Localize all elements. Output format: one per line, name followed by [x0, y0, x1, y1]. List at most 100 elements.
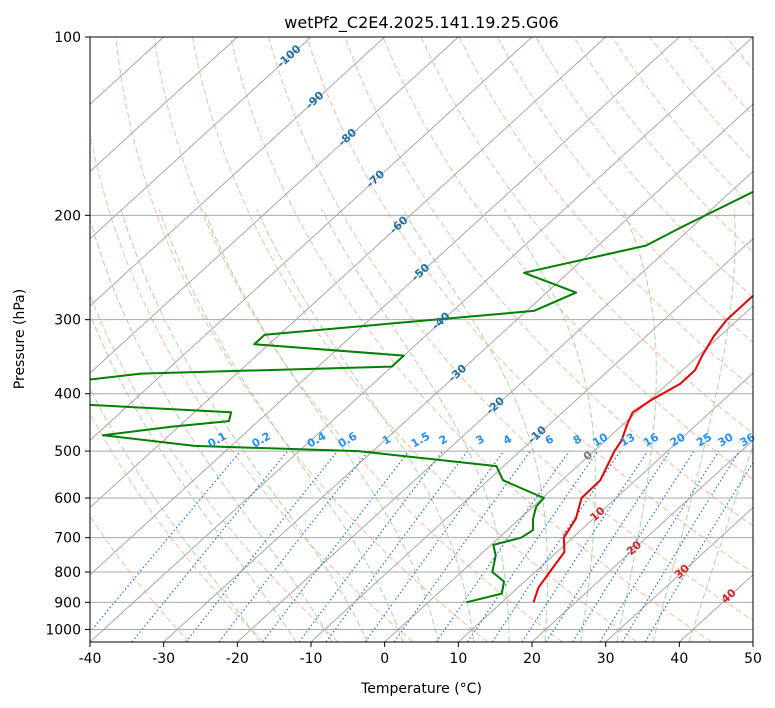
- y-tick-label: 300: [54, 313, 81, 329]
- isotherm-line: [90, 37, 386, 307]
- chart-title: wetPf2_C2E4.2025.141.19.25.G06: [284, 13, 558, 33]
- isotherm-line: [90, 37, 459, 374]
- moist-adiabat: [203, 208, 439, 642]
- isotherm-line: [90, 37, 533, 442]
- x-tick-label: 40: [670, 651, 688, 667]
- mixing-ratio-label: 1.5: [409, 429, 432, 450]
- x-tick-label: 10: [449, 651, 467, 667]
- y-tick-label: 900: [54, 595, 81, 611]
- dry-adiabat: [153, 37, 563, 642]
- isotherm-line: [457, 372, 753, 642]
- dry-adiabat: [90, 293, 339, 642]
- mixing-ratio-label: 20: [668, 430, 688, 449]
- isotherm-label: -100: [274, 42, 303, 70]
- y-tick-label: 400: [54, 387, 81, 403]
- mixing-ratio-line: [218, 450, 369, 642]
- mixing-ratio-line: [325, 450, 468, 642]
- isotherm-line: [605, 506, 753, 642]
- x-tick-label: -10: [300, 651, 323, 667]
- moist-adiabat: [90, 313, 297, 642]
- dry-adiabat: [90, 515, 190, 642]
- y-tick-label: 200: [54, 208, 81, 224]
- mixing-ratio-line: [644, 461, 753, 642]
- isotherm-line: [90, 37, 312, 240]
- moist-adiabat: [652, 208, 736, 642]
- mixing-ratio-line: [298, 450, 444, 642]
- dry-adiabat: [496, 37, 753, 344]
- mixing-ratio-label: 13: [618, 430, 638, 449]
- isotherm-line: [90, 37, 680, 576]
- moist-adiabat: [688, 444, 753, 642]
- x-tick-label: -40: [79, 651, 102, 667]
- y-axis-label: Pressure (hPa): [12, 289, 28, 389]
- mixing-ratio-line: [131, 450, 289, 642]
- mixing-ratio-line: [491, 450, 621, 642]
- mixing-ratio-line: [621, 450, 740, 642]
- y-tick-label: 100: [54, 30, 81, 46]
- dry-adiabat: [115, 37, 488, 642]
- isotherm-line: [163, 103, 753, 642]
- plot-frame: [89, 36, 754, 643]
- isotherm-line: [310, 237, 753, 642]
- inline-labels: -100-90-80-70-60-50-40-30-20-10010203040…: [205, 42, 757, 606]
- isotherm-line: [90, 37, 753, 642]
- dry-adiabat: [765, 37, 775, 642]
- dry-adiabat: [191, 37, 638, 642]
- y-tick-label: 500: [54, 444, 81, 460]
- mixing-ratio-label: 25: [694, 431, 714, 450]
- mixing-ratio-label: 0.6: [336, 429, 360, 450]
- isotherm-line: [90, 37, 238, 173]
- mixing-ratio-line: [393, 450, 531, 642]
- dry-adiabat: [268, 37, 753, 622]
- background-lines: [90, 37, 775, 642]
- mixing-ratio-line: [599, 450, 720, 642]
- mixing-ratio-label: 3: [474, 432, 487, 447]
- moist-adiabat: [256, 208, 475, 642]
- x-tick-label: 20: [523, 651, 541, 667]
- y-tick-label: 700: [54, 531, 81, 547]
- dry-adiabat: [458, 37, 753, 389]
- mixing-ratio-line: [545, 450, 671, 642]
- x-tick-label: -20: [226, 651, 249, 667]
- mixing-ratio-label: 36: [738, 430, 758, 449]
- dry-adiabat: [306, 37, 753, 574]
- dry-adiabat: [90, 412, 264, 642]
- isotherm-line: [752, 641, 753, 642]
- mixing-ratio-label: 0.4: [305, 429, 329, 450]
- mixing-ratio-line: [521, 450, 649, 642]
- mixing-ratio-line: [466, 450, 599, 642]
- sounding-lines: [90, 190, 753, 604]
- mixing-ratio-label: 6: [543, 432, 556, 447]
- mixing-ratio-label: 16: [641, 430, 661, 449]
- moist-adiabat: [120, 208, 369, 642]
- mixing-ratio-line: [572, 450, 695, 642]
- isotherm-line: [90, 37, 607, 509]
- x-tick-label: 50: [744, 651, 762, 667]
- mixing-ratio-label: 4: [501, 432, 514, 447]
- x-axis: -40 -30 -20 -10 0 10 20 30 40 50: [79, 642, 762, 667]
- y-tick-label: 1000: [45, 622, 81, 638]
- dry-adiabat: [687, 37, 753, 117]
- x-axis-label: Temperature (°C): [360, 681, 482, 697]
- dry-adiabat: [535, 37, 753, 298]
- y-axis: 100 200 300 400 500 600 700 800 900 1000: [45, 30, 90, 638]
- x-tick-label: 30: [597, 651, 615, 667]
- isotherm-line: [236, 170, 753, 642]
- dry-adiabat: [573, 37, 753, 253]
- x-tick-label: 0: [380, 651, 389, 667]
- isotherm-line: [531, 439, 753, 642]
- moist-adiabat: [503, 208, 596, 642]
- mixing-ratio-line: [185, 450, 339, 642]
- y-tick-label: 600: [54, 491, 81, 507]
- mixing-ratio-label: 30: [716, 430, 736, 449]
- x-tick-label: -30: [152, 651, 175, 667]
- temperature-line: [532, 294, 753, 603]
- dry-adiabat: [726, 37, 753, 71]
- mixing-ratio-line: [364, 450, 505, 642]
- dry-adiabat: [90, 131, 414, 642]
- y-tick-label: 800: [54, 565, 81, 581]
- dry-adiabat: [344, 37, 753, 527]
- mixing-ratio-line: [435, 450, 570, 642]
